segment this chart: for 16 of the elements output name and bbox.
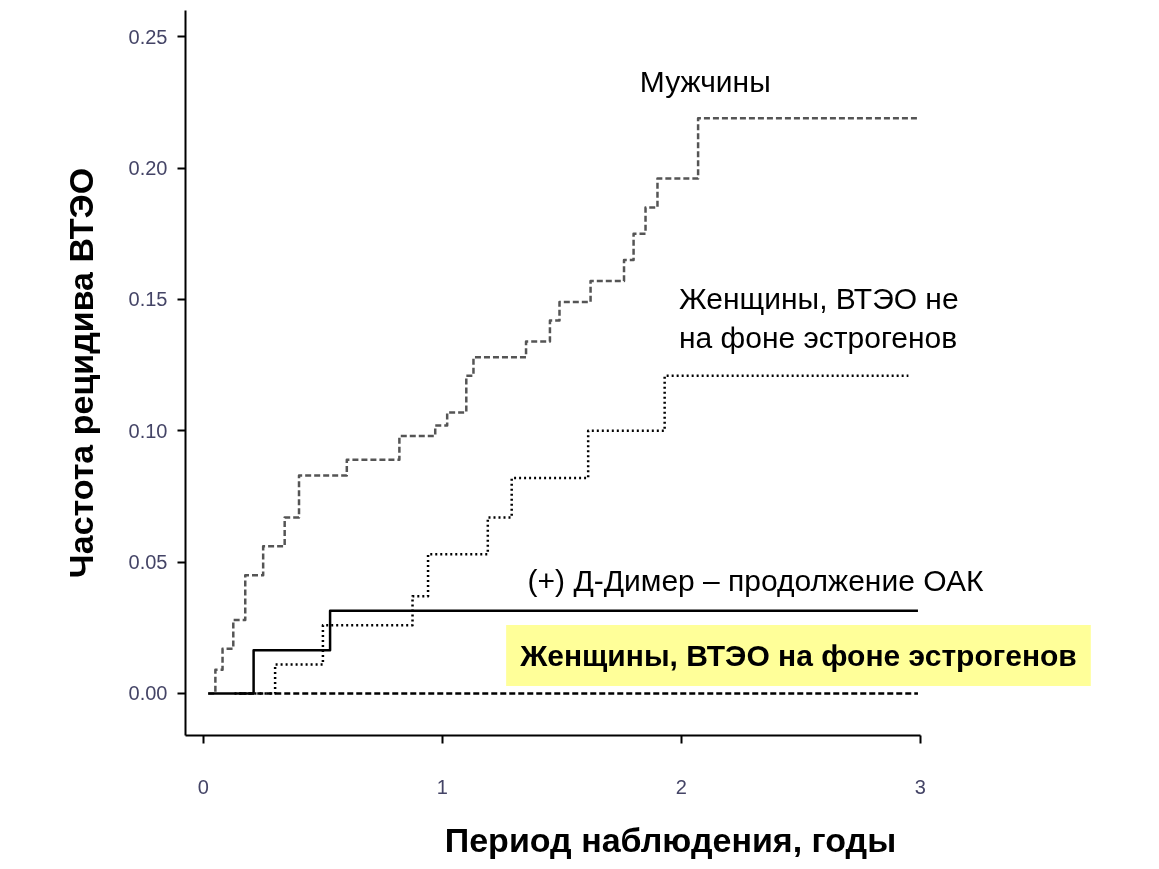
x-tick-label: 0 xyxy=(197,775,209,798)
series-label: Мужчины xyxy=(639,64,771,98)
y-axis-title: Частота рецидива ВТЭО xyxy=(61,167,100,579)
y-tick-label: 0.00 xyxy=(128,682,168,705)
x-tick-label: 1 xyxy=(436,775,448,798)
y-tick-label: 0.10 xyxy=(128,419,168,442)
series-label: Женщины, ВТЭО не на фоне эстрогенов xyxy=(678,281,959,355)
y-tick-label: 0.05 xyxy=(128,551,168,574)
series-label: Женщины, ВТЭО на фоне эстрогенов xyxy=(519,638,1077,672)
x-axis-title: Период наблюдения, годы xyxy=(444,820,897,859)
series-label: (+) Д-Димер – продолжение ОАК xyxy=(527,564,984,598)
x-tick-label: 2 xyxy=(675,775,687,798)
y-tick-label: 0.25 xyxy=(128,25,168,48)
x-tick-label: 3 xyxy=(914,775,926,798)
y-tick-label: 0.20 xyxy=(128,157,168,180)
y-tick-label: 0.15 xyxy=(128,288,168,311)
